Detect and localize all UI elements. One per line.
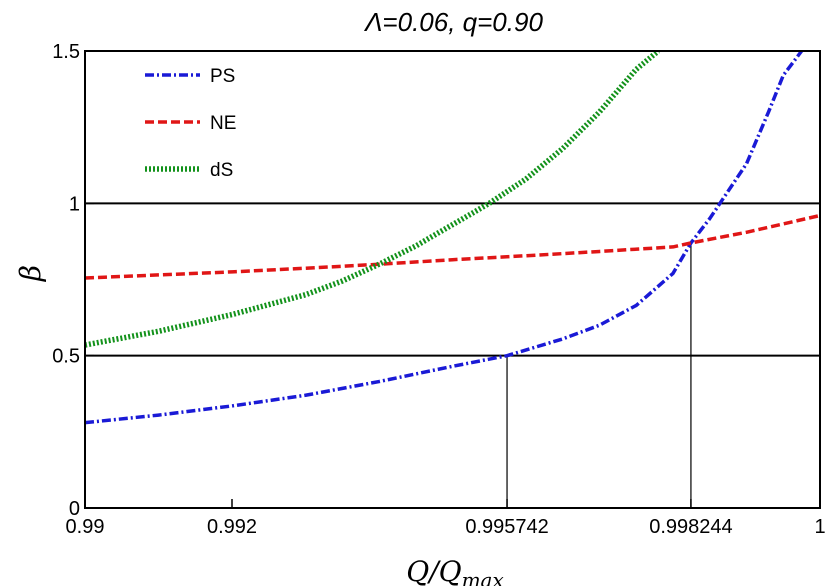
x-axis-label: Q/Qmax [406, 555, 504, 586]
series-line-ps [85, 51, 804, 425]
x-tick-label: 0.992 [207, 516, 257, 538]
y-tick-label: 1.5 [52, 41, 80, 63]
plot-frame [84, 50, 821, 509]
x-tick-label: 0.998244 [649, 516, 732, 538]
legend-label-ps: PS [210, 66, 235, 87]
legend-label-ne: NE [210, 113, 236, 134]
legend: PS NE dS [145, 66, 236, 181]
y-tick-label: 0 [69, 498, 80, 520]
reference-lines [85, 202, 820, 508]
chart-title: Λ=0.06, q=0.90 [363, 7, 543, 37]
y-tick-label: 0.5 [52, 346, 80, 368]
series-layer [85, 51, 820, 425]
series-line-ds [85, 51, 661, 348]
y-tick-label: 1 [69, 193, 80, 215]
x-axis-label-sub: max [462, 568, 504, 586]
x-tick-label: 1 [814, 516, 825, 538]
x-axis-label-main: Q/Q [406, 555, 461, 586]
y-axis-label: β [14, 265, 47, 282]
x-tick-label: 0.99 [66, 516, 105, 538]
x-tick-label: 0.995742 [465, 516, 548, 538]
tick-layer: 0.99 0.992 0.995742 0.998244 1 0 0.5 1 1.5 [52, 41, 825, 538]
series-line-ne [85, 213, 820, 280]
legend-label-ds: dS [210, 160, 233, 181]
